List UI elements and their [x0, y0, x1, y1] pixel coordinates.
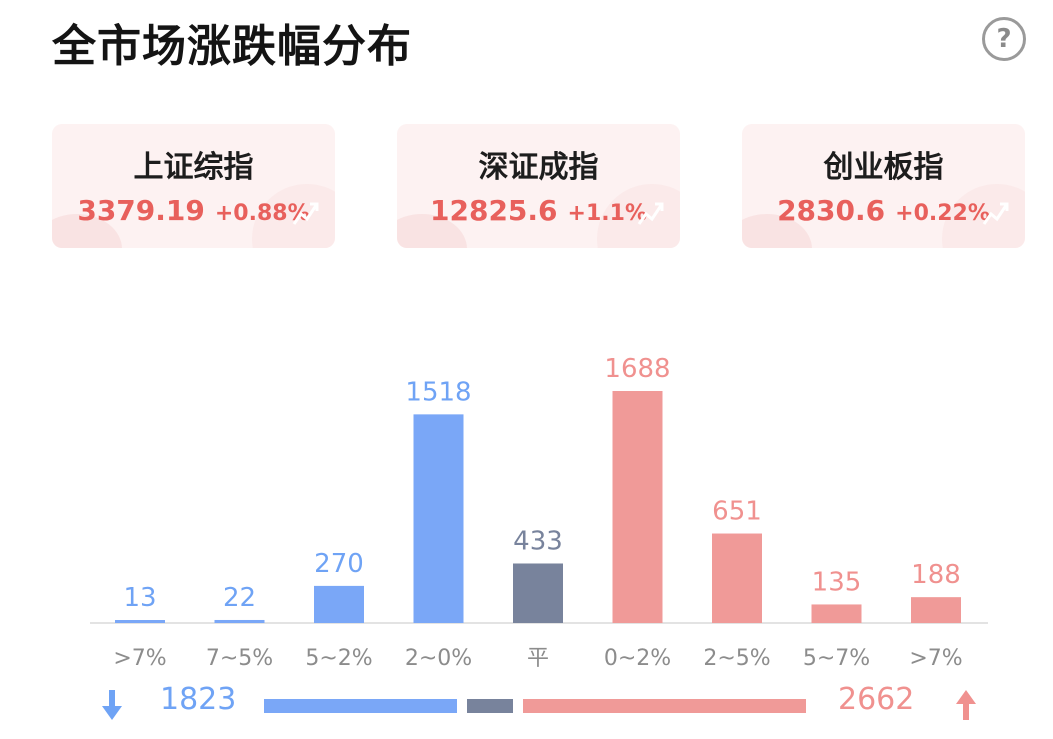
bar-4[interactable]	[513, 563, 563, 623]
index-values: 2830.6 +0.22%	[742, 194, 1025, 227]
bar-1[interactable]	[214, 619, 265, 623]
bar-value-label: 270	[314, 549, 364, 579]
x-tick-label: >7%	[909, 646, 962, 671]
index-change: +0.22%	[895, 201, 990, 226]
bar-value-label: 433	[513, 526, 563, 556]
flat-ratio-bar	[467, 699, 514, 713]
bar-3[interactable]	[413, 414, 464, 623]
index-card-shanghai[interactable]: 上证综指 3379.19 +0.88%	[52, 124, 335, 248]
up-ratio-bar	[523, 699, 806, 713]
bar-value-label: 188	[911, 560, 961, 590]
trend-up-icon	[292, 202, 319, 225]
index-values: 12825.6 +1.1%	[397, 194, 680, 227]
down-ratio-bar	[264, 699, 458, 713]
x-tick-label: 7~5%	[206, 646, 273, 671]
index-price: 12825.6	[430, 194, 558, 227]
bar-value-label: 1518	[405, 377, 471, 407]
bar-value-label: 22	[223, 583, 256, 613]
bar-value-label: 651	[712, 497, 762, 527]
arrow-up-icon	[956, 690, 976, 720]
index-name: 上证综指	[133, 150, 254, 185]
x-tick-label: 5~2%	[305, 646, 372, 671]
index-price: 3379.19	[77, 194, 205, 227]
x-tick-label: 2~5%	[703, 646, 770, 671]
index-name: 创业板指	[823, 150, 944, 185]
index-price: 2830.6	[777, 194, 886, 227]
up-count: 2662	[838, 682, 915, 717]
summary-bar: 1823 2662	[0, 680, 1053, 730]
index-change: +1.1%	[567, 201, 647, 226]
index-name: 深证成指	[478, 150, 599, 185]
bar-2[interactable]	[314, 585, 364, 623]
bar-value-label: 135	[812, 567, 862, 597]
index-card-chinext[interactable]: 创业板指 2830.6 +0.22%	[742, 124, 1025, 248]
bar-7[interactable]	[811, 604, 862, 623]
distribution-chart: 13 >7% 22 7~5% 270 5~2% 1518 2~0% 433 平 1688 0~2% 65…	[90, 354, 988, 671]
bar-0[interactable]	[115, 620, 165, 623]
bar-5[interactable]	[612, 391, 663, 623]
arrow-down-icon	[102, 690, 122, 720]
bar-6[interactable]	[712, 533, 762, 623]
x-tick-label: 0~2%	[604, 646, 671, 671]
page-title: 全市场涨跌幅分布	[52, 21, 412, 72]
question-circle-icon[interactable]: ?	[982, 17, 1026, 61]
x-tick-label: 5~7%	[803, 646, 870, 671]
down-count: 1823	[160, 682, 237, 717]
bar-value-label: 13	[123, 583, 156, 613]
bar-value-label: 1688	[604, 354, 670, 384]
bar-8[interactable]	[911, 597, 961, 623]
index-card-shenzhen[interactable]: 深证成指 12825.6 +1.1%	[397, 124, 680, 248]
x-tick-label: 2~0%	[405, 646, 472, 671]
trend-up-icon	[982, 202, 1009, 225]
x-tick-label: 平	[527, 646, 549, 671]
x-tick-label: >7%	[113, 646, 166, 671]
trend-up-icon	[637, 202, 664, 225]
